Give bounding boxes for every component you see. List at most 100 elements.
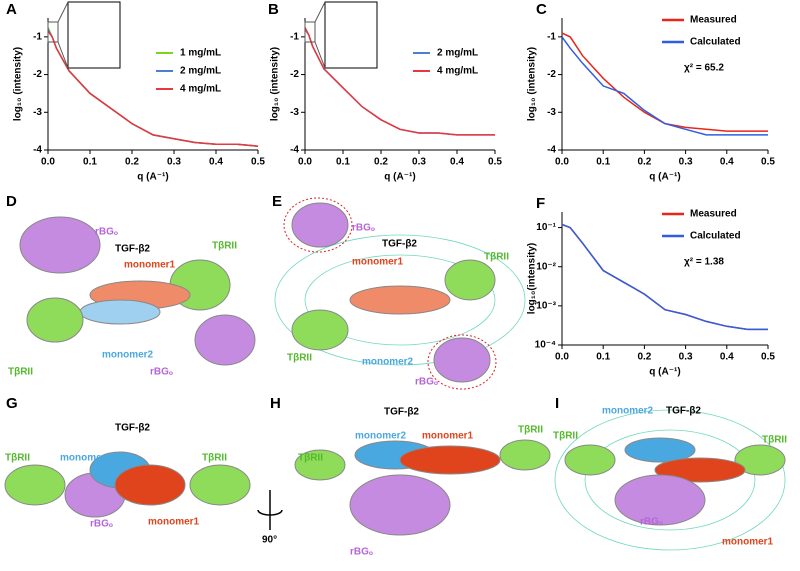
x-tick-label: 0.2: [374, 157, 388, 168]
domain: [564, 444, 616, 476]
domain: [194, 314, 256, 366]
panel-label: H: [270, 395, 281, 412]
label: TβRII: [762, 435, 787, 446]
x-axis-label: q (A⁻¹): [649, 367, 680, 378]
x-tick-label: 0.0: [555, 157, 569, 168]
x-tick-label: 0.2: [637, 157, 651, 168]
inset-connector: [314, 1, 326, 23]
y-tick-label: -1: [33, 31, 42, 42]
x-axis-label: q (A⁻¹): [649, 172, 680, 183]
x-tick-label: 0.5: [761, 352, 775, 363]
label: rBGₒ: [352, 223, 375, 234]
panel-label: I: [555, 395, 559, 412]
structure-e: E rBGₒ TGF-β2 monomer1 TβRII TβRII monom…: [272, 193, 526, 390]
legend-label: Calculated: [690, 231, 741, 242]
label: TβRII: [518, 425, 543, 436]
structure-h: H 90° TGF-β2 monomer2 monomer1 TβRII TβR…: [257, 395, 551, 558]
x-tick-label: 0.2: [637, 352, 651, 363]
inset-box: [67, 1, 121, 69]
y-axis-label: log₁₀ (intensity): [527, 47, 538, 121]
label: monomer1: [422, 431, 474, 442]
label: 90°: [262, 535, 277, 546]
legend-label: 2 mg/mL: [437, 48, 478, 59]
label: rBGₒ: [350, 547, 373, 558]
domain: [349, 285, 451, 315]
label: rBGₒ: [90, 519, 113, 530]
envelope-mesh: [584, 429, 756, 531]
label: monomer1: [722, 537, 774, 548]
envelope-mesh: [554, 409, 786, 551]
series-line: [561, 32, 768, 132]
label: TGF-β2: [115, 244, 150, 255]
panel-label: A: [6, 1, 17, 18]
label: TβRII: [484, 252, 509, 263]
domain: [654, 457, 746, 483]
inset-connector: [57, 41, 69, 69]
label: TGF-β2: [666, 406, 701, 417]
x-tick-label: 0.5: [761, 157, 775, 168]
structure-g: G TGF-β2 TβRII monomer2 TβRII rBGₒ monom…: [4, 395, 251, 530]
label: monomer1: [148, 517, 200, 528]
domain: [114, 464, 186, 506]
legend-label: Calculated: [690, 37, 741, 48]
x-tick-label: 0.0: [298, 157, 312, 168]
x-tick-label: 0.3: [679, 352, 693, 363]
domain: [734, 444, 786, 476]
x-tick-label: 0.1: [596, 157, 610, 168]
y-tick-label: -4: [547, 145, 556, 156]
annotation: χ² = 65.2: [684, 63, 724, 74]
series-line: [561, 36, 768, 136]
x-tick-label: 0.4: [209, 157, 223, 168]
envelope-mesh: [274, 234, 526, 366]
label: TGF-β2: [115, 423, 150, 434]
chart: A 0.0 0.1 0.2 0.3 0.4 0.5 -1 -2 -3 -4 q (A⁻¹) log₁₀ …: [6, 1, 265, 183]
y-tick-label: -3: [290, 107, 299, 118]
x-tick-label: 0.3: [412, 157, 426, 168]
panel-label: C: [536, 1, 547, 18]
label: TβRII: [212, 241, 237, 252]
x-tick-label: 0.0: [555, 352, 569, 363]
structure-d: D rBGₒ TGF-β2 TβRII monomer1 TβRII monom…: [6, 193, 256, 378]
domain: [26, 297, 84, 343]
domain: [294, 449, 346, 481]
legend-label: 4 mg/mL: [180, 84, 221, 95]
domain: [189, 464, 251, 506]
inset-connector: [57, 1, 69, 23]
chart: B 0.0 0.1 0.2 0.3 0.4 0.5 -1 -2 -3 -4 q (A⁻¹) log₁₀ …: [268, 1, 502, 183]
legend-label: 4 mg/mL: [437, 66, 478, 77]
domain: [499, 439, 551, 471]
y-tick-label: -4: [290, 145, 299, 156]
y-tick-label: 10⁻¹: [536, 222, 556, 233]
label: monomer2: [102, 350, 154, 361]
label: rBGₒ: [150, 367, 173, 378]
label: TβRII: [202, 453, 227, 464]
domain: [291, 309, 349, 351]
rotation-icon: [257, 490, 283, 530]
panel-label: D: [6, 193, 17, 210]
domain: [444, 259, 496, 301]
legend-label: Measured: [690, 15, 737, 26]
chart: F 0.0 0.1 0.2 0.3 0.4 0.5 10⁻⁴ 10⁻³ 10⁻² 10⁻¹ q (A⁻…: [527, 195, 776, 378]
x-tick-label: 0.5: [251, 157, 265, 168]
legend-label: 2 mg/mL: [180, 66, 221, 77]
y-tick-label: -4: [33, 145, 42, 156]
panel-label: F: [536, 195, 545, 212]
x-tick-label: 0.2: [125, 157, 139, 168]
domain: [291, 202, 349, 248]
envelope-mesh: [304, 254, 496, 346]
y-tick-label: -2: [290, 69, 299, 80]
highlight: [427, 334, 497, 390]
inset-source: [47, 21, 59, 43]
series-line: [561, 223, 768, 331]
domain: [433, 337, 491, 383]
domain: [399, 445, 501, 475]
label: TβRII: [553, 431, 578, 442]
label: TβRII: [5, 453, 30, 464]
inset-source: [304, 21, 316, 43]
y-tick-label: -1: [290, 31, 299, 42]
x-tick-label: 0.5: [488, 157, 502, 168]
y-axis-label: log₁₀(intensity): [527, 243, 538, 314]
series-line: [47, 30, 259, 147]
